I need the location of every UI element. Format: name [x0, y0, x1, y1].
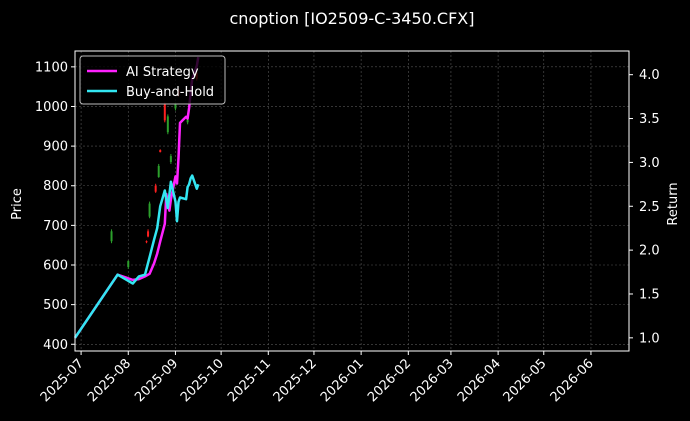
candle-body: [159, 150, 162, 153]
candle-body: [169, 156, 172, 162]
y2-tick-label: 1.5: [639, 287, 660, 302]
series-line-buy-and-hold: [73, 174, 200, 339]
legend-label-ai-strategy: AI Strategy: [126, 65, 199, 80]
y-tick-label: 900: [43, 140, 68, 155]
y-ticks: 400 500 600 700 800 900 1000 1100: [35, 60, 75, 353]
candle: [163, 102, 166, 123]
y2-axis-label: Return: [666, 182, 681, 225]
y-tick-label: 400: [43, 338, 68, 353]
candle-body: [148, 203, 151, 217]
candle-body: [174, 104, 177, 109]
y2-tick-label: 3.5: [639, 112, 660, 127]
series-line-ai-strategy: [73, 56, 200, 339]
y-tick-label: 700: [43, 219, 68, 234]
y2-tick-label: 2.0: [639, 244, 660, 259]
candle: [154, 183, 157, 193]
legend: AI Strategy Buy-and-Hold: [79, 55, 226, 105]
candle: [110, 229, 113, 244]
y-tick-label: 600: [43, 259, 68, 274]
plot-frame: [74, 50, 630, 352]
candle-body: [163, 104, 166, 121]
candle-body: [127, 261, 130, 267]
y2-tick-label: 1.0: [639, 331, 660, 346]
y-axis-label: Price: [10, 188, 25, 220]
y-tick-label: 1000: [35, 100, 68, 115]
legend-label-buy-and-hold: Buy-and-Hold: [126, 85, 214, 100]
y-tick-label: 800: [43, 179, 68, 194]
candle: [145, 240, 148, 244]
candle: [127, 260, 130, 269]
chart-title: cnoption [IO2509-C-3450.CFX]: [230, 9, 475, 28]
axes: [74, 50, 630, 352]
candle-body: [110, 231, 113, 242]
candle: [147, 229, 150, 238]
candle: [166, 114, 169, 135]
candle-body: [166, 116, 169, 133]
candle: [159, 149, 162, 153]
y2-tick-label: 4.0: [639, 68, 660, 83]
y2-tick-label: 3.0: [639, 156, 660, 171]
y2-ticks: 1.0 1.5 2.0 2.5 3.0 3.5 4.0: [629, 68, 660, 346]
series-lines: [73, 56, 200, 339]
candle: [169, 154, 172, 164]
y2-tick-label: 2.5: [639, 200, 660, 215]
y-tick-label: 1100: [35, 60, 68, 75]
candle-body: [154, 185, 157, 192]
candle-body: [147, 231, 150, 237]
candle-body: [145, 241, 148, 243]
candle-body: [157, 165, 160, 178]
candle: [148, 201, 151, 219]
y-tick-label: 500: [43, 298, 68, 313]
candle: [157, 163, 160, 178]
